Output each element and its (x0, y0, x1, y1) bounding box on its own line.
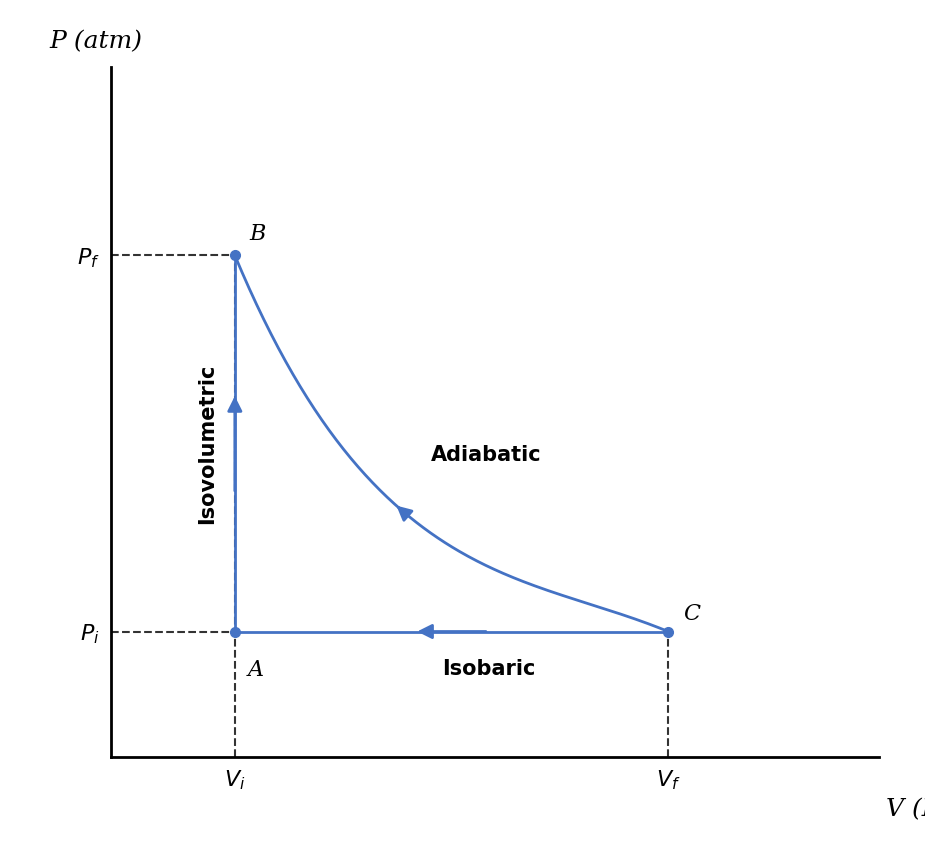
Text: Adiabatic: Adiabatic (431, 445, 542, 465)
Text: V (L): V (L) (886, 798, 925, 822)
Text: B: B (250, 224, 266, 246)
Text: P (atm): P (atm) (50, 30, 142, 54)
Text: A: A (247, 659, 264, 681)
Text: Isovolumetric: Isovolumetric (198, 363, 217, 524)
Text: Isobaric: Isobaric (442, 659, 536, 679)
Text: C: C (683, 603, 700, 625)
